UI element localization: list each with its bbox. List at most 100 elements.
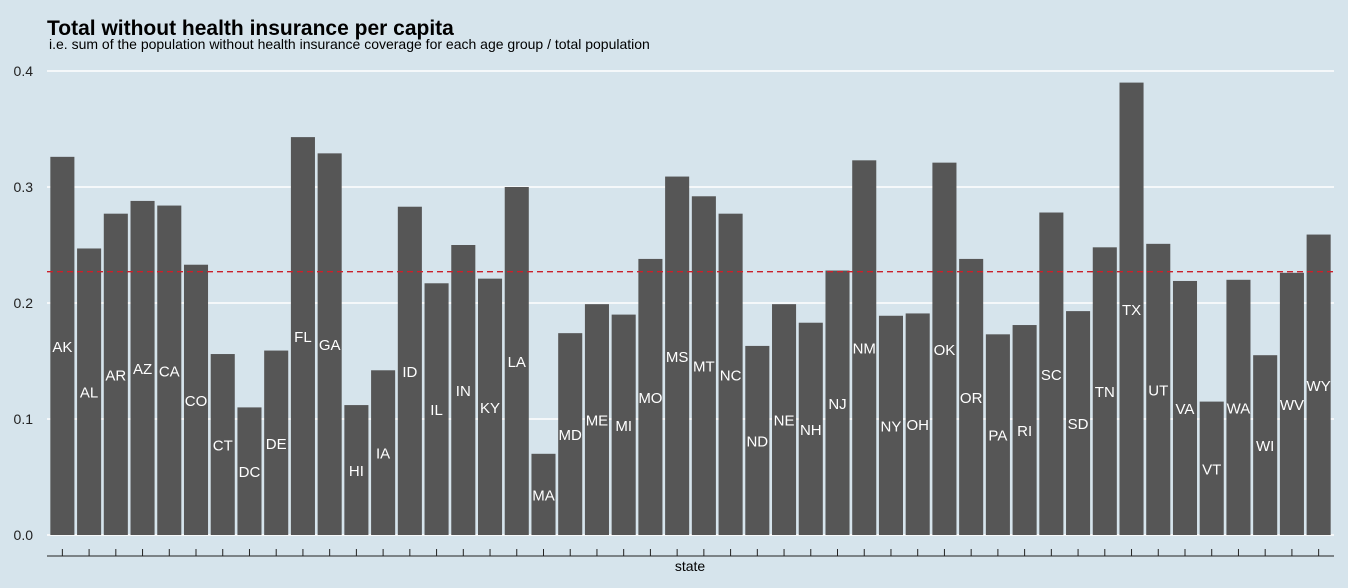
- bar-SD: [1066, 311, 1091, 535]
- bar-label-AK: AK: [52, 339, 72, 356]
- bar-label-VA: VA: [1176, 401, 1195, 418]
- bar-label-ME: ME: [586, 413, 609, 430]
- bar-label-NH: NH: [800, 422, 822, 439]
- bar-label-MA: MA: [532, 487, 555, 504]
- bar-PA: [985, 334, 1010, 535]
- bar-label-PA: PA: [988, 428, 1007, 445]
- bar-label-OK: OK: [934, 342, 956, 359]
- bar-WY: [1306, 234, 1331, 535]
- bar-AR: [103, 213, 128, 535]
- bar-label-SD: SD: [1068, 416, 1089, 433]
- bar-label-CO: CO: [185, 393, 208, 410]
- bar-NY: [878, 315, 903, 535]
- bar-IN: [451, 245, 476, 535]
- bar-label-LA: LA: [508, 354, 526, 371]
- bar-OR: [959, 258, 984, 535]
- bar-label-MD: MD: [559, 427, 582, 444]
- y-tick-label-3: 0.3: [14, 179, 34, 195]
- bar-ME: [584, 304, 609, 535]
- bar-label-DE: DE: [266, 436, 287, 453]
- bar-LA: [504, 187, 529, 535]
- bar-FL: [290, 137, 315, 535]
- bar-CT: [210, 354, 235, 535]
- y-tick-label-4: 0.4: [14, 63, 34, 79]
- bar-label-CT: CT: [213, 438, 233, 455]
- bar-label-ND: ND: [746, 433, 768, 450]
- bar-ID: [397, 206, 422, 535]
- bar-MD: [558, 333, 583, 535]
- bar-MO: [638, 258, 663, 535]
- bar-label-VT: VT: [1202, 461, 1221, 478]
- bar-VT: [1199, 401, 1224, 535]
- bar-DC: [237, 407, 262, 535]
- y-tick-label-2: 0.2: [14, 295, 34, 311]
- bar-label-WI: WI: [1256, 438, 1274, 455]
- bar-label-WA: WA: [1227, 400, 1251, 417]
- bar-label-TN: TN: [1095, 384, 1115, 401]
- bar-IL: [424, 283, 449, 535]
- y-axis-ticks: 0.0 0.1 0.2 0.3 0.4: [14, 63, 34, 543]
- bar-label-TX: TX: [1122, 302, 1141, 319]
- bar-UT: [1146, 243, 1171, 535]
- chart-subtitle: i.e. sum of the population without healt…: [49, 36, 650, 52]
- bar-TN: [1092, 247, 1117, 535]
- bar-MS: [665, 176, 690, 535]
- bar-label-NC: NC: [720, 367, 742, 384]
- bar-HI: [344, 405, 369, 535]
- bar-label-UT: UT: [1148, 382, 1168, 399]
- bar-SC: [1039, 212, 1064, 535]
- bar-OH: [905, 313, 930, 535]
- bar-OK: [932, 162, 957, 535]
- bar-label-GA: GA: [319, 337, 341, 354]
- bar-label-KY: KY: [480, 400, 500, 417]
- bars: [50, 82, 1331, 536]
- bar-label-NE: NE: [774, 413, 795, 430]
- bar-label-NY: NY: [881, 418, 902, 435]
- bar-RI: [1012, 325, 1037, 535]
- bar-ND: [745, 345, 770, 535]
- bar-WI: [1253, 355, 1278, 535]
- bar-AK: [50, 156, 75, 535]
- bar-label-NM: NM: [853, 341, 876, 358]
- bar-NH: [798, 322, 823, 535]
- bar-VA: [1172, 280, 1198, 535]
- bar-CO: [183, 264, 209, 535]
- bar-DE: [264, 350, 289, 535]
- bar-label-IN: IN: [456, 383, 471, 400]
- bar-label-OR: OR: [960, 390, 983, 407]
- bar-WA: [1226, 279, 1251, 535]
- bar-NJ: [825, 270, 850, 535]
- bar-GA: [317, 153, 342, 536]
- bar-TX: [1119, 82, 1144, 535]
- bar-label-MO: MO: [638, 390, 662, 407]
- bar-label-MS: MS: [666, 349, 689, 366]
- bar-WV: [1279, 272, 1304, 535]
- bar-label-IL: IL: [430, 402, 443, 419]
- bar-NC: [718, 213, 743, 535]
- bar-label-DC: DC: [239, 464, 261, 481]
- bar-MT: [691, 196, 716, 535]
- bar-MA: [531, 453, 556, 535]
- bar-label-CA: CA: [159, 363, 180, 380]
- bar-label-AZ: AZ: [133, 361, 152, 378]
- bar-label-AL: AL: [80, 385, 98, 402]
- bar-label-AR: AR: [105, 367, 126, 384]
- x-axis: [47, 549, 1334, 557]
- bar-label-WV: WV: [1280, 397, 1304, 414]
- bar-label-HI: HI: [349, 463, 364, 480]
- bar-CA: [157, 205, 182, 535]
- bar-label-OH: OH: [906, 417, 929, 434]
- bar-NE: [772, 304, 797, 535]
- bar-AL: [77, 248, 102, 536]
- bar-label-SC: SC: [1041, 367, 1062, 384]
- chart-title: Total without health insurance per capit…: [47, 17, 454, 40]
- bar-label-RI: RI: [1017, 423, 1032, 440]
- bar-label-NJ: NJ: [828, 396, 846, 413]
- bar-AZ: [130, 200, 155, 536]
- y-tick-label-0: 0.0: [14, 527, 34, 543]
- bar-label-MT: MT: [693, 359, 715, 376]
- bar-label-FL: FL: [294, 329, 312, 346]
- bar-KY: [478, 278, 503, 535]
- bar-label-WY: WY: [1307, 378, 1331, 395]
